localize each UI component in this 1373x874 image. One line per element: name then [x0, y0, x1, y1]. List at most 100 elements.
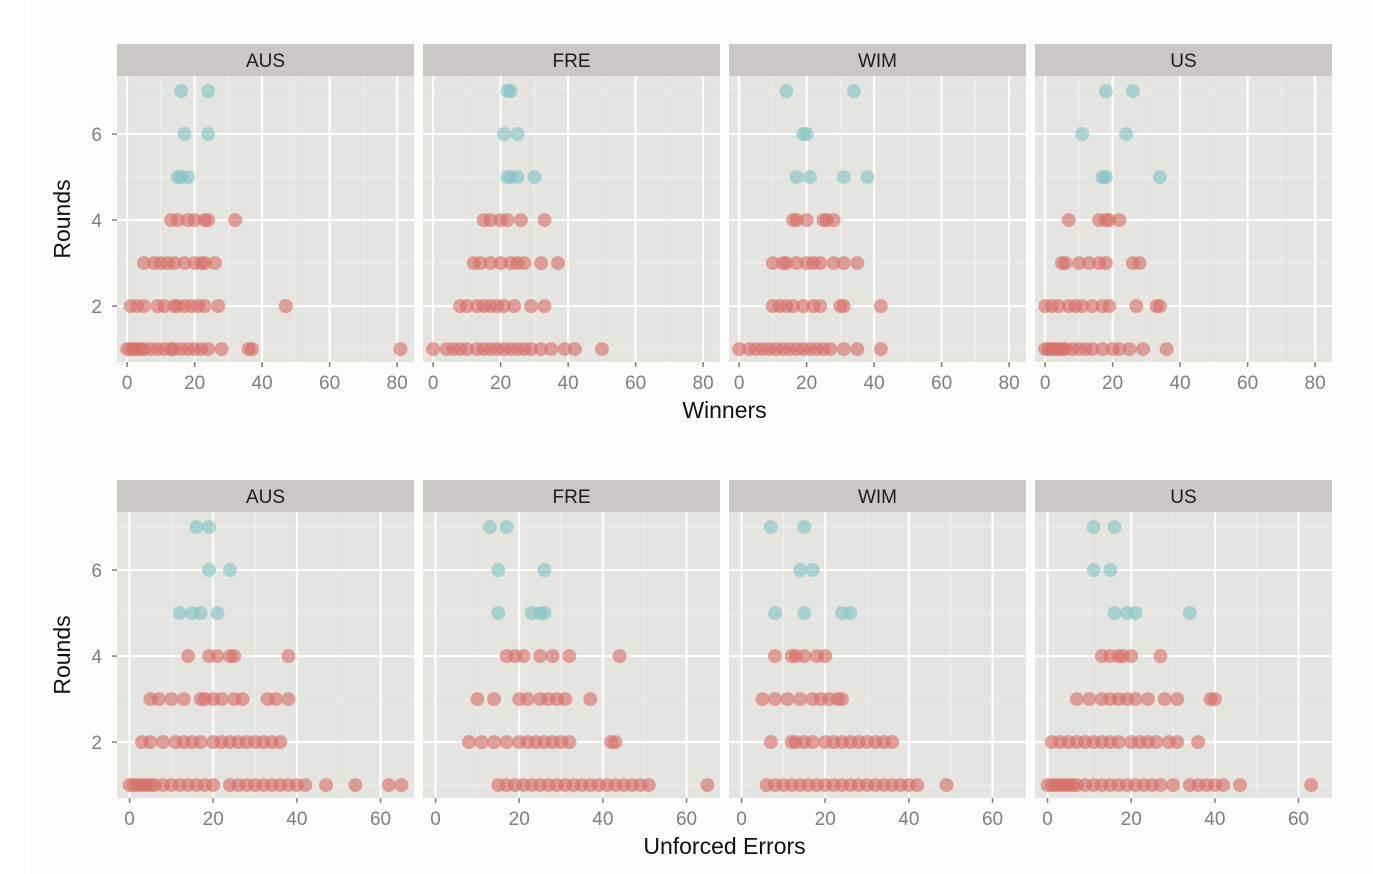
plot-1-aus-x-tick-label: 60	[319, 373, 340, 394]
plot-1-us-x-tick-label: 60	[1237, 373, 1258, 394]
plot-1-fre-x-tick-label: 60	[625, 373, 646, 394]
plot-2-us-point	[1170, 735, 1185, 750]
plot-1-wim-point	[860, 170, 875, 185]
plot-1-wim-point	[873, 342, 888, 357]
plot-1-us-point	[1136, 342, 1150, 357]
plot-1-wim-x-tick-label: 0	[734, 373, 745, 394]
plot-2-us-x-tick-label: 20	[1121, 809, 1142, 830]
plot-2-us-point	[1170, 692, 1185, 707]
plot-2-aus-point	[273, 735, 288, 750]
plot-1-us-point	[1098, 84, 1113, 99]
plot-2-wim-point	[780, 692, 795, 707]
plot-2-us-point	[1086, 520, 1101, 535]
plot-2-us-point	[1232, 778, 1247, 793]
plot-2-wim-point	[797, 606, 812, 621]
plot-1-fre-point	[524, 342, 538, 357]
plot-2-us-point	[1069, 692, 1084, 707]
plot-1-wim-point	[789, 213, 804, 228]
plot-2-fre-point	[558, 692, 573, 707]
plot-2-fre-point	[533, 649, 548, 664]
plot-2-aus-point	[143, 735, 158, 750]
plot-2-fre-point	[487, 735, 502, 750]
plot-1-us-x-tick-label: 80	[1305, 373, 1326, 394]
plot-1-aus-point	[177, 256, 192, 271]
plot-2-wim-x-tick-label: 40	[898, 809, 919, 830]
plot-1-fre-point	[459, 299, 474, 314]
plot-2-wim-x-tick-label: 20	[815, 809, 836, 830]
plot-1-aus-point	[201, 342, 216, 357]
plot-1-fre-point	[594, 342, 609, 357]
plot-2-us-strip-label: US	[1170, 487, 1196, 508]
plot-2-wim-point	[797, 520, 812, 535]
plot-1-us-point	[1085, 342, 1100, 357]
plot-2-aus-x-tick-label: 20	[203, 809, 224, 830]
plot-1-us-point	[1122, 342, 1137, 357]
plot-1-y-axis-title: Rounds	[49, 179, 75, 258]
plot-1-us-point	[1098, 256, 1113, 271]
plot-1-wim-point	[826, 213, 841, 228]
plot-2-aus-point	[202, 563, 217, 578]
plot-1-wim-point	[836, 256, 851, 271]
plot-2-wim-point	[885, 735, 900, 750]
plot-1-fre-strip-label: FRE	[553, 51, 591, 72]
plot-1-aus-point	[278, 299, 293, 314]
plot-2-aus-x-tick-label: 60	[370, 809, 391, 830]
plot-2-wim-strip	[729, 480, 1026, 512]
plot-1-wim-strip-label: WIM	[858, 51, 897, 72]
plot-1-fre-point	[497, 127, 511, 142]
plot-1-aus-x-tick-label: 80	[387, 373, 408, 394]
plot-1-wim-point	[732, 342, 747, 357]
plot-2-wim-point	[805, 563, 820, 578]
plot-1-wim-strip	[729, 44, 1026, 76]
plot-1-fre-strip	[423, 44, 720, 76]
plot-2-wim-point	[755, 692, 770, 707]
plot-2-us-point	[1103, 563, 1118, 578]
plot-2-aus-point	[164, 692, 179, 707]
plot-1-aus-point	[180, 170, 195, 185]
plot-2-aus-point	[181, 649, 196, 664]
plot-1-fre-point	[527, 170, 542, 185]
plot-1-fre-point	[517, 256, 532, 271]
plot-1-fre-x-tick-label: 80	[693, 373, 714, 394]
plot-2-fre-point	[520, 692, 535, 707]
plot-2-us-point	[1153, 649, 1168, 664]
plot-1-aus-point	[137, 256, 151, 271]
plot-1-aus-x-tick-label: 40	[252, 373, 273, 394]
plot-1-fre-x-tick-label: 0	[428, 373, 439, 394]
plot-2-us-point	[1124, 649, 1139, 664]
plot-2-wim-point	[843, 606, 858, 621]
plot-2-us-point	[1128, 606, 1143, 621]
plot-1-fre-point	[510, 170, 525, 185]
plot-1-aus-point	[207, 256, 222, 271]
plot-1-wim-point	[786, 299, 801, 314]
plot-1-wim-point	[873, 299, 888, 314]
plot-2-fre-point	[545, 649, 560, 664]
plot-1-aus-x-tick-label: 0	[122, 373, 133, 394]
plot-2-fre-point	[499, 520, 514, 535]
plot-1-aus-point	[157, 299, 172, 314]
plot-1-fre-point	[426, 342, 441, 357]
plot-1-aus-point	[197, 256, 212, 271]
plot-1-wim-point	[836, 299, 851, 314]
plot-1-us-point	[1095, 342, 1110, 357]
plot-2-us-point	[1086, 563, 1101, 578]
plot-2-wim-point	[768, 649, 783, 664]
plot-1-aus-panel	[117, 76, 414, 362]
plot-1-us-point	[1119, 127, 1134, 142]
plot-1-aus-x-tick-label: 20	[184, 373, 205, 394]
plot-1-aus-point	[197, 299, 212, 314]
plot-1-aus-strip	[117, 44, 414, 76]
plot-1-us-x-tick-label: 0	[1040, 373, 1051, 394]
plot-2-aus-point	[214, 692, 229, 707]
plot-1-wim-point	[799, 127, 814, 142]
plot-2-us-point	[1304, 778, 1319, 793]
plot-2-wim-point	[805, 735, 820, 750]
plot-2-fre-point	[499, 735, 514, 750]
plot-1-wim-point	[789, 256, 804, 271]
plot-1-us-point	[1129, 299, 1144, 314]
plot-1-aus-point	[137, 299, 151, 314]
plot-2-us-point	[1207, 692, 1222, 707]
plot-1-wim-point	[799, 213, 814, 228]
plot-1-us-point	[1159, 342, 1174, 357]
plot-1-wim-x-tick-label: 40	[864, 373, 885, 394]
